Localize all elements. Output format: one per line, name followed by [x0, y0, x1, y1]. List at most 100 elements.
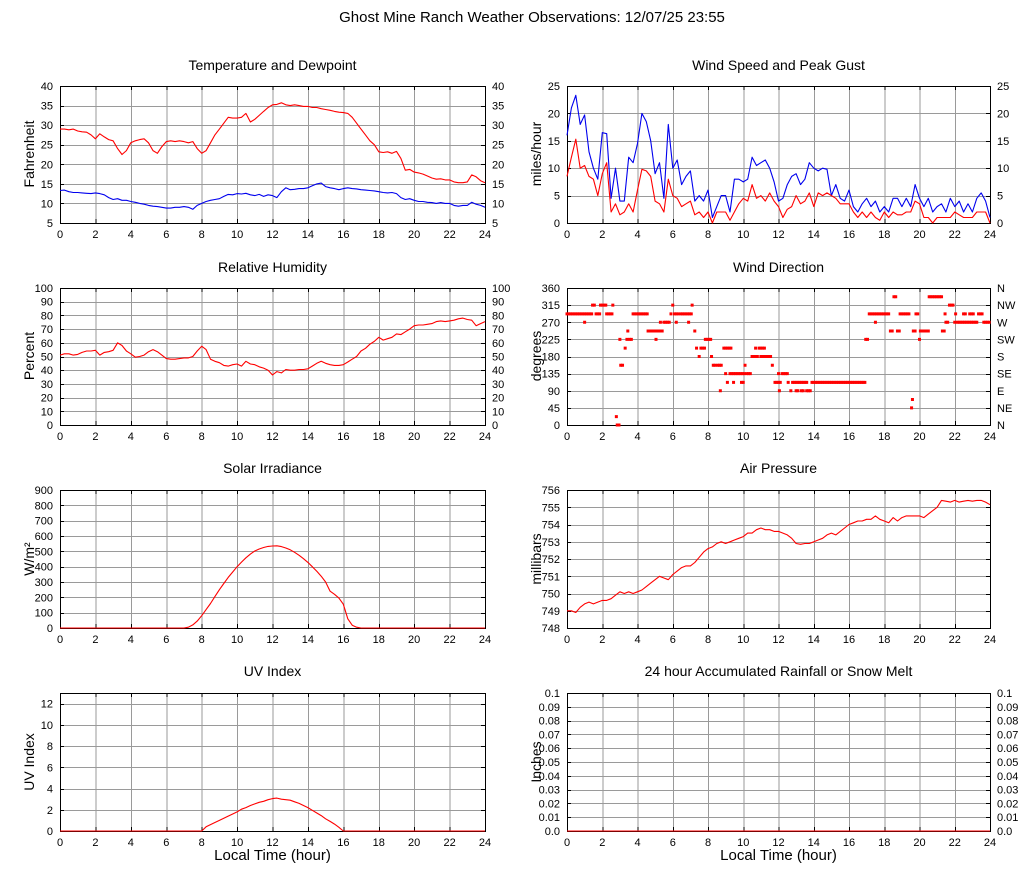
svg-text:16: 16	[843, 229, 855, 241]
svg-text:30: 30	[492, 120, 504, 132]
svg-text:16: 16	[843, 634, 855, 646]
svg-text:24: 24	[984, 229, 996, 241]
svg-text:S: S	[997, 352, 1004, 364]
svg-text:10: 10	[41, 720, 53, 732]
svg-text:5: 5	[492, 218, 498, 230]
svg-text:10: 10	[737, 431, 749, 443]
x-axis-title: Local Time (hour)	[214, 847, 331, 864]
svg-text:10: 10	[737, 634, 749, 646]
svg-text:20: 20	[408, 634, 420, 646]
svg-text:400: 400	[35, 562, 53, 574]
svg-text:0.06: 0.06	[539, 743, 560, 755]
svg-text:70: 70	[492, 324, 504, 336]
svg-text:755: 755	[542, 502, 560, 514]
svg-text:100: 100	[492, 283, 510, 295]
svg-text:0: 0	[47, 420, 53, 432]
svg-text:6: 6	[163, 229, 169, 241]
svg-text:0.08: 0.08	[997, 716, 1018, 728]
peak-gust-series	[566, 94, 991, 219]
svg-text:0: 0	[564, 229, 570, 241]
svg-text:N: N	[997, 420, 1005, 432]
chart-title: Solar Irradiance	[223, 460, 322, 476]
svg-text:4: 4	[128, 837, 134, 849]
gridlines	[60, 86, 485, 223]
svg-text:14: 14	[808, 229, 820, 241]
svg-text:2: 2	[599, 229, 605, 241]
svg-text:2: 2	[92, 837, 98, 849]
svg-text:20: 20	[408, 229, 420, 241]
svg-text:6: 6	[163, 634, 169, 646]
svg-text:SE: SE	[997, 369, 1012, 381]
svg-text:8: 8	[705, 837, 711, 849]
svg-text:18: 18	[878, 837, 890, 849]
svg-text:0.0: 0.0	[545, 826, 560, 838]
svg-text:2: 2	[599, 431, 605, 443]
svg-text:6: 6	[163, 431, 169, 443]
svg-text:20: 20	[913, 229, 925, 241]
svg-text:16: 16	[337, 837, 349, 849]
svg-text:16: 16	[337, 634, 349, 646]
wind-direction-dots-markers	[565, 295, 991, 427]
plot-frame	[60, 490, 486, 629]
x-axis-title: Local Time (hour)	[720, 847, 837, 864]
wind-speed-series	[566, 138, 991, 224]
svg-text:0.04: 0.04	[997, 771, 1018, 783]
svg-text:12: 12	[772, 431, 784, 443]
chart-wind-direction: Wind Direction degrees 0 2 4 6 8 10 12 14 16 18 20…	[513, 259, 1027, 445]
svg-text:0: 0	[57, 431, 63, 443]
svg-text:0.01: 0.01	[997, 812, 1018, 824]
svg-text:0.02: 0.02	[997, 798, 1018, 810]
svg-text:180: 180	[542, 352, 560, 364]
svg-text:25: 25	[997, 81, 1009, 93]
svg-text:0: 0	[564, 634, 570, 646]
svg-text:15: 15	[41, 179, 53, 191]
plot-frame	[60, 288, 486, 426]
svg-text:2: 2	[92, 229, 98, 241]
svg-text:24: 24	[479, 634, 491, 646]
svg-text:25: 25	[548, 81, 560, 93]
svg-text:20: 20	[492, 159, 504, 171]
svg-text:4: 4	[128, 634, 134, 646]
svg-text:10: 10	[231, 634, 243, 646]
chart-title: 24 hour Accumulated Rainfall or Snow Mel…	[644, 663, 913, 679]
svg-text:14: 14	[808, 634, 820, 646]
chart-solar-irradiance: Solar Irradiance W/m² 0 2 4 6 8 10 12 14 16 18 20 2…	[0, 460, 513, 650]
svg-text:315: 315	[542, 300, 560, 312]
chart-title: Wind Speed and Peak Gust	[692, 57, 865, 73]
svg-text:10: 10	[492, 406, 504, 418]
svg-text:700: 700	[35, 516, 53, 528]
humidity-series	[59, 317, 486, 376]
svg-text:6: 6	[670, 229, 676, 241]
svg-text:900: 900	[35, 485, 53, 497]
svg-text:270: 270	[542, 317, 560, 329]
svg-text:6: 6	[163, 837, 169, 849]
svg-text:12: 12	[772, 837, 784, 849]
svg-text:10: 10	[231, 431, 243, 443]
gridlines	[567, 490, 990, 628]
plot-frame	[567, 288, 991, 426]
svg-text:0: 0	[57, 837, 63, 849]
svg-text:NW: NW	[997, 300, 1016, 312]
svg-text:756: 756	[542, 485, 560, 497]
gridlines	[60, 693, 485, 831]
pressure-series	[567, 499, 991, 614]
svg-text:35: 35	[492, 101, 504, 113]
svg-text:12: 12	[266, 229, 278, 241]
svg-text:16: 16	[337, 431, 349, 443]
svg-text:14: 14	[302, 431, 314, 443]
svg-text:8: 8	[47, 741, 53, 753]
plot-frame	[60, 693, 486, 832]
svg-text:0: 0	[554, 420, 560, 432]
svg-text:30: 30	[492, 379, 504, 391]
svg-text:4: 4	[128, 431, 134, 443]
svg-text:10: 10	[231, 229, 243, 241]
svg-text:N: N	[997, 283, 1005, 295]
svg-text:40: 40	[492, 81, 504, 93]
